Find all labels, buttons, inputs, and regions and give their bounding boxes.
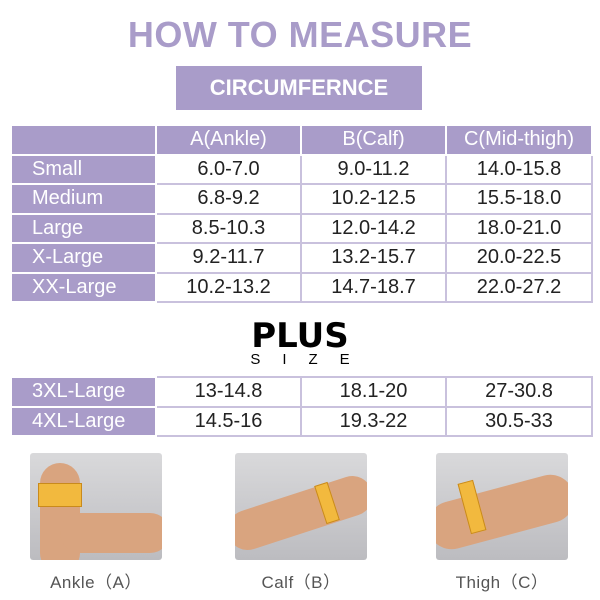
calf-caption: Calf（B） bbox=[261, 573, 341, 592]
page-title: HOW TO MEASURE bbox=[127, 14, 473, 55]
ankle-photo bbox=[30, 453, 162, 560]
cell: 18.1-20 bbox=[300, 376, 447, 408]
table-header-row: A(Ankle) B(Calf) C(Mid-thigh) bbox=[10, 124, 593, 156]
size-label: Large bbox=[10, 212, 157, 244]
size-label: Small bbox=[10, 153, 157, 185]
size-subheading: SIZE bbox=[250, 351, 372, 368]
table-row: XX-Large 10.2-13.2 14.7-18.7 22.0-27.2 bbox=[10, 271, 593, 303]
size-label: Medium bbox=[10, 183, 157, 215]
size-label: X-Large bbox=[10, 242, 157, 274]
cell: 19.3-22 bbox=[300, 405, 447, 437]
plus-heading: PLUS bbox=[251, 316, 349, 356]
cell: 6.8-9.2 bbox=[155, 183, 302, 215]
header-cell: B(Calf) bbox=[300, 124, 447, 156]
plus-size-table: 3XL-Large 13-14.8 18.1-20 27-30.8 4XL-Large… bbox=[10, 376, 593, 437]
cell: 9.2-11.7 bbox=[155, 242, 302, 274]
cell: 9.0-11.2 bbox=[300, 153, 447, 185]
cell: 27-30.8 bbox=[445, 376, 593, 408]
size-label: 3XL-Large bbox=[10, 376, 157, 408]
cell: 8.5-10.3 bbox=[155, 212, 302, 244]
cell: 14.7-18.7 bbox=[300, 271, 447, 303]
thigh-photo bbox=[436, 453, 568, 560]
cell: 20.0-22.5 bbox=[445, 242, 593, 274]
cell: 18.0-21.0 bbox=[445, 212, 593, 244]
cell: 13.2-15.7 bbox=[300, 242, 447, 274]
cell: 22.0-27.2 bbox=[445, 271, 593, 303]
cell: 12.0-14.2 bbox=[300, 212, 447, 244]
header-cell: A(Ankle) bbox=[155, 124, 302, 156]
ankle-caption: Ankle（A） bbox=[50, 573, 142, 592]
table-row: Small 6.0-7.0 9.0-11.2 14.0-15.8 bbox=[10, 153, 593, 185]
cell: 14.0-15.8 bbox=[445, 153, 593, 185]
size-table: A(Ankle) B(Calf) C(Mid-thigh) Small 6.0-7… bbox=[10, 124, 593, 303]
table-row: 4XL-Large 14.5-16 19.3-22 30.5-33 bbox=[10, 405, 593, 437]
cell: 10.2-12.5 bbox=[300, 183, 447, 215]
cell: 13-14.8 bbox=[155, 376, 302, 408]
table-row: 3XL-Large 13-14.8 18.1-20 27-30.8 bbox=[10, 376, 593, 408]
cell: 15.5-18.0 bbox=[445, 183, 593, 215]
cell: 14.5-16 bbox=[155, 405, 302, 437]
calf-photo bbox=[235, 453, 367, 560]
section-badge: CIRCUMFERNCE bbox=[176, 66, 422, 110]
header-cell: C(Mid-thigh) bbox=[445, 124, 593, 156]
size-label: 4XL-Large bbox=[10, 405, 157, 437]
cell: 6.0-7.0 bbox=[155, 153, 302, 185]
cell: 30.5-33 bbox=[445, 405, 593, 437]
size-label: XX-Large bbox=[10, 271, 157, 303]
cell: 10.2-13.2 bbox=[155, 271, 302, 303]
table-row: Medium 6.8-9.2 10.2-12.5 15.5-18.0 bbox=[10, 183, 593, 215]
table-row: Large 8.5-10.3 12.0-14.2 18.0-21.0 bbox=[10, 212, 593, 244]
table-row: X-Large 9.2-11.7 13.2-15.7 20.0-22.5 bbox=[10, 242, 593, 274]
thigh-caption: Thigh（C） bbox=[455, 573, 549, 592]
header-cell bbox=[10, 124, 157, 156]
